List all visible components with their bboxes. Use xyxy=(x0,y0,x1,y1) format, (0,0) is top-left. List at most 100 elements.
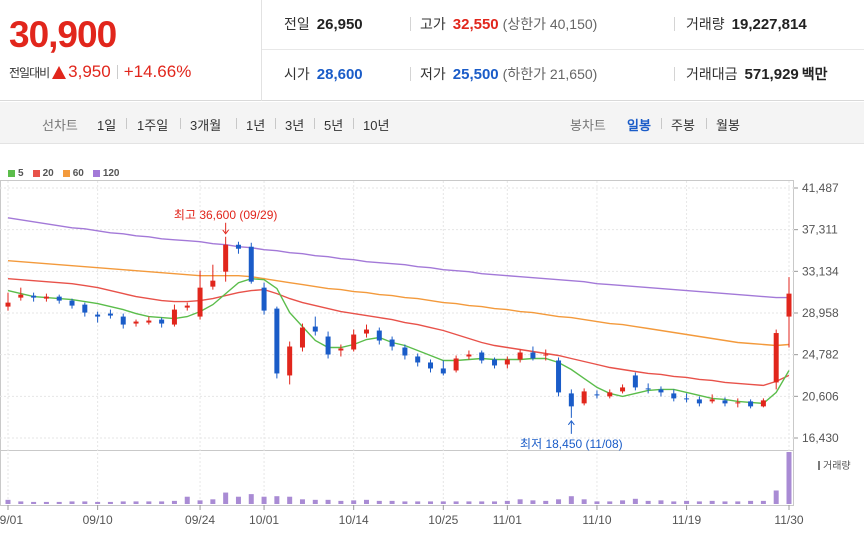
candle-monthly[interactable]: 월봉 xyxy=(716,118,740,133)
period-1d[interactable]: 1일 xyxy=(97,118,117,133)
x-tick-label: 09/01 xyxy=(0,513,23,527)
volume-bar xyxy=(645,500,651,504)
volume-label-marker xyxy=(818,461,820,470)
candle-body xyxy=(773,333,779,383)
period-1y[interactable]: 1년 xyxy=(246,118,266,133)
candle-body xyxy=(287,346,293,376)
volume-bar xyxy=(325,499,331,504)
divider xyxy=(180,118,181,129)
candle-body xyxy=(620,387,626,392)
stats-row-2: 시가 28,600 저가 25,500 (하한가 21,650) 거래대금 57… xyxy=(262,50,864,100)
candle-chart-label[interactable]: 봉차트 xyxy=(570,118,606,133)
candle-body xyxy=(197,287,203,317)
y-tick-label: 37,311 xyxy=(802,223,838,237)
candle-body xyxy=(338,348,344,351)
candle-body xyxy=(171,309,177,325)
line-chart-label[interactable]: 선차트 xyxy=(42,118,78,133)
candle-body xyxy=(760,400,766,407)
candle-body xyxy=(56,296,62,301)
high-arrow-head xyxy=(222,229,230,235)
candle-body xyxy=(351,334,357,350)
ma5-line xyxy=(7,277,790,405)
volume-bar xyxy=(773,490,779,504)
x-tick-label: 09/10 xyxy=(83,513,113,527)
candle-body xyxy=(146,320,152,323)
period-1w[interactable]: 1주일 xyxy=(137,118,169,133)
change-percent: +14.66% xyxy=(123,62,192,81)
candle-body xyxy=(748,401,754,407)
period-3y[interactable]: 3년 xyxy=(285,118,305,133)
candle-body xyxy=(530,352,536,359)
volume-bar xyxy=(107,501,113,504)
volume: 거래량 19,227,814 xyxy=(686,16,807,33)
volume-bar xyxy=(479,501,485,504)
candle-body xyxy=(69,300,75,306)
candle-body xyxy=(95,314,101,317)
volume-bar xyxy=(43,501,49,504)
candle-body xyxy=(363,329,369,334)
candle-body xyxy=(248,246,254,282)
candle-body xyxy=(261,287,267,311)
volume-bar xyxy=(120,501,126,504)
ma60-line xyxy=(7,260,790,347)
volume-bar xyxy=(620,500,626,504)
divider xyxy=(314,118,315,129)
candle-body xyxy=(5,302,11,307)
volume-bar xyxy=(658,500,664,504)
candle-body xyxy=(786,293,792,317)
x-tick-label: 10/14 xyxy=(339,513,369,527)
volume-bar xyxy=(197,500,203,504)
volume-bar xyxy=(248,494,254,504)
candle-body xyxy=(184,305,190,308)
period-10y[interactable]: 10년 xyxy=(363,118,390,133)
volume-bar xyxy=(492,501,498,504)
candle-body xyxy=(120,316,126,325)
candle-daily[interactable]: 일봉 xyxy=(627,118,651,133)
volume-bar xyxy=(261,496,267,504)
volume-bar xyxy=(210,499,216,504)
divider xyxy=(410,17,411,31)
volume-bar xyxy=(312,499,318,504)
period-3m[interactable]: 3개월 xyxy=(190,118,222,133)
divider xyxy=(674,17,675,31)
x-tick-label: 11/19 xyxy=(672,513,701,527)
volume-plot-frame xyxy=(0,450,794,506)
volume-bar xyxy=(556,499,562,504)
candle-body xyxy=(43,296,49,299)
volume-bar xyxy=(184,496,190,504)
volume-bar xyxy=(159,501,165,504)
x-tick-label: 09/24 xyxy=(185,513,215,527)
change-label: 전일대비 xyxy=(9,65,50,80)
period-5y[interactable]: 5년 xyxy=(324,118,344,133)
volume-bar xyxy=(82,501,88,504)
volume-bar xyxy=(235,496,241,504)
volume-bar xyxy=(69,501,75,504)
change-value: 3,950 xyxy=(68,62,111,81)
candle-body xyxy=(671,393,677,399)
candle-body xyxy=(107,313,113,316)
candle-body xyxy=(325,336,331,355)
x-tick-label: 11/10 xyxy=(582,513,611,527)
low-arrow-head xyxy=(567,420,575,426)
legend-ma5: 5 xyxy=(8,168,24,179)
volume-bar xyxy=(274,496,280,504)
volume-bar xyxy=(760,500,766,504)
divider xyxy=(353,118,354,129)
volume-bar xyxy=(504,500,510,504)
legend-swatch xyxy=(8,170,15,177)
divider xyxy=(275,118,276,129)
stats-row-1: 전일 26,950 고가 32,550 (상한가 40,150) 거래량 19,… xyxy=(262,0,864,50)
x-tick-label: 10/25 xyxy=(428,513,458,527)
candle-body xyxy=(568,393,574,407)
volume-bar xyxy=(594,501,600,504)
legend-swatch xyxy=(62,170,70,177)
x-tick-label: 11/30 xyxy=(774,513,803,527)
candle-body xyxy=(453,358,459,371)
period-toolbar: 선차트 1일 1주일 3개월 1년 3년 5년 10년 봉차트 일봉 주봉 월봉 xyxy=(0,102,864,144)
volume-bar xyxy=(146,501,152,504)
candle-weekly[interactable]: 주봉 xyxy=(671,118,695,133)
y-tick-label: 24,782 xyxy=(802,348,839,362)
volume-bar xyxy=(287,496,293,504)
candle-body xyxy=(492,359,498,366)
